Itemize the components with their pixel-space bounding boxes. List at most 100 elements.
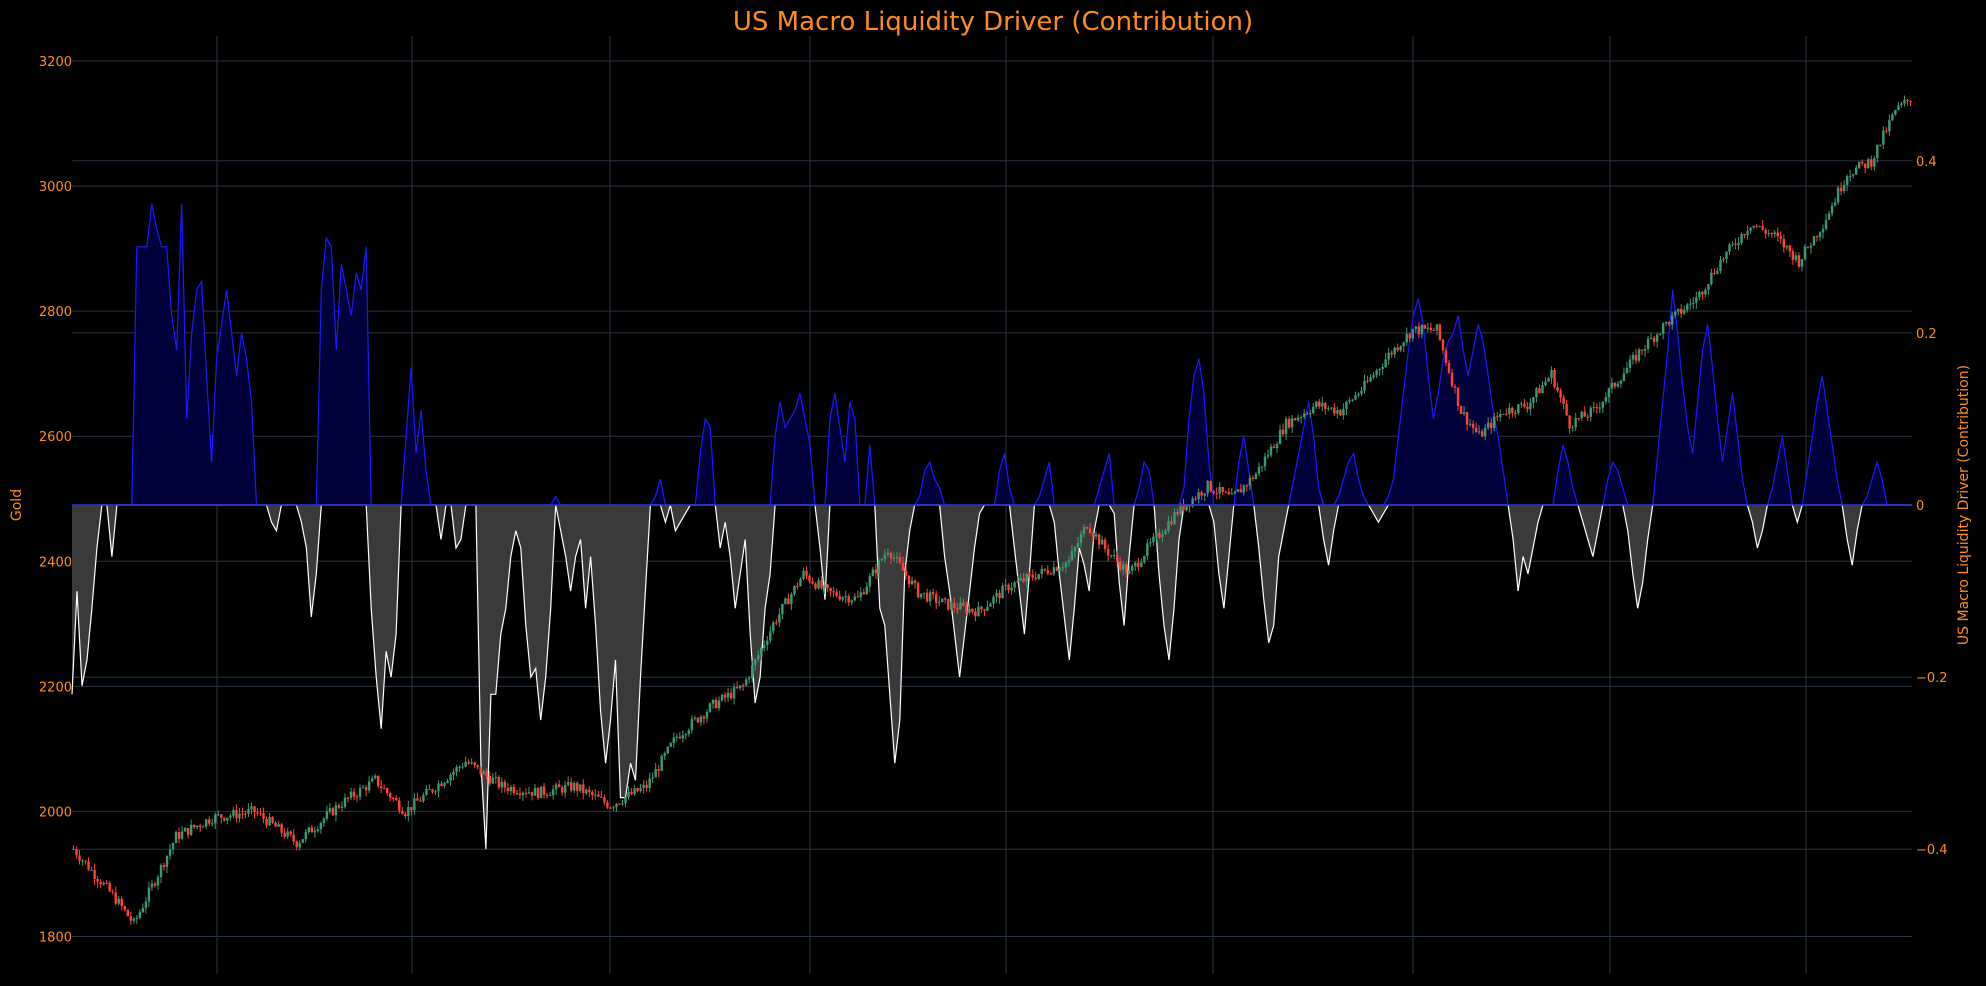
candle-body — [778, 614, 781, 623]
candle-body — [1538, 388, 1541, 394]
candle-body — [404, 813, 407, 817]
candle-body — [1882, 130, 1885, 145]
candle-body — [1031, 574, 1034, 578]
candle-body — [651, 777, 654, 779]
candle-body — [87, 861, 90, 870]
left-tick-label: 1800 — [39, 930, 72, 945]
candle-body — [1456, 387, 1460, 406]
candle-body — [443, 782, 446, 787]
candle-body — [1462, 412, 1466, 414]
candle-body — [1562, 397, 1565, 404]
candle-body — [1405, 333, 1408, 343]
candle-body — [244, 813, 247, 815]
candle-body — [1209, 480, 1212, 492]
candle-body — [78, 855, 81, 861]
candle-body — [1728, 244, 1731, 252]
candle-body — [763, 644, 766, 649]
candle-body — [512, 786, 516, 794]
candle-body — [392, 797, 395, 799]
candle-body — [1094, 534, 1098, 537]
candle-body — [389, 793, 392, 798]
candle-body — [1480, 431, 1484, 437]
candle-body — [1302, 413, 1306, 417]
candle-body — [494, 776, 498, 778]
candle-body — [1082, 527, 1086, 535]
candle-body — [539, 786, 543, 799]
candle-body — [1146, 543, 1149, 557]
candle-body — [781, 603, 784, 615]
candle-body — [1897, 105, 1900, 110]
candle-body — [708, 703, 712, 712]
candle-body — [1004, 584, 1007, 586]
candle-body — [1577, 418, 1580, 420]
candle-body — [1643, 348, 1647, 351]
candle-body — [1465, 412, 1469, 425]
candle-body — [1263, 456, 1267, 467]
candle-body — [1115, 555, 1119, 562]
candle-body — [1646, 338, 1650, 349]
candle-body — [1230, 493, 1234, 495]
candle-body — [518, 793, 522, 796]
candle-body — [1342, 408, 1345, 416]
candle-body — [1318, 401, 1321, 407]
candle-body — [609, 807, 612, 809]
candle-body — [349, 791, 353, 798]
candle-body — [844, 596, 847, 598]
candle-body — [467, 761, 470, 764]
candle-body — [1242, 485, 1246, 493]
candle-body — [1091, 532, 1095, 537]
candle-body — [551, 789, 555, 796]
candle-body — [669, 743, 672, 747]
candle-body — [1019, 578, 1022, 581]
candle-body — [515, 793, 519, 795]
candle-body — [111, 891, 114, 893]
candle-body — [117, 898, 120, 904]
candle-body — [1411, 328, 1414, 339]
candle-body — [1873, 158, 1876, 167]
candle-body — [1284, 418, 1288, 435]
candle-body — [1827, 213, 1831, 220]
candle-body — [1858, 161, 1861, 168]
candle-body — [198, 825, 202, 827]
candle-body — [633, 788, 636, 795]
candle-body — [1559, 390, 1562, 398]
candle-body — [262, 813, 265, 819]
candle-body — [1535, 388, 1538, 398]
candle-body — [1269, 446, 1273, 456]
candle-body — [874, 569, 878, 574]
candle-body — [772, 622, 775, 632]
candle-body — [1836, 187, 1840, 203]
candle-body — [355, 796, 359, 798]
candle-body — [1128, 570, 1131, 574]
candle-body — [105, 882, 108, 884]
candle-body — [1001, 585, 1004, 599]
candle-body — [165, 855, 169, 867]
candle-body — [1785, 245, 1789, 248]
candle-body — [1704, 289, 1707, 295]
candle-body — [1683, 309, 1686, 314]
candle-body — [226, 817, 229, 821]
candle-body — [702, 716, 706, 719]
candle-body — [509, 786, 513, 792]
candle-body — [1628, 359, 1632, 368]
candle-body — [1131, 566, 1134, 571]
candle-body — [1354, 395, 1357, 400]
candle-body — [910, 580, 914, 585]
candle-body — [1713, 272, 1716, 274]
candle-body — [1137, 562, 1140, 567]
candle-body — [1652, 337, 1656, 342]
candle-body — [594, 794, 597, 796]
candle-body — [1692, 302, 1695, 304]
right-axis-title: US Macro Liquidity Driver (Contribution) — [1956, 365, 1972, 645]
candle-body — [1140, 562, 1143, 567]
candle-body — [1610, 382, 1614, 389]
candle-body — [904, 570, 908, 576]
candle-body — [382, 788, 386, 790]
candle-body — [1477, 431, 1481, 433]
negative-fill — [72, 505, 1912, 850]
candle-body — [1161, 534, 1164, 538]
candle-body — [1149, 542, 1152, 544]
candle-body — [1870, 159, 1873, 167]
candle-body — [1667, 321, 1671, 325]
candle-body — [407, 806, 410, 817]
